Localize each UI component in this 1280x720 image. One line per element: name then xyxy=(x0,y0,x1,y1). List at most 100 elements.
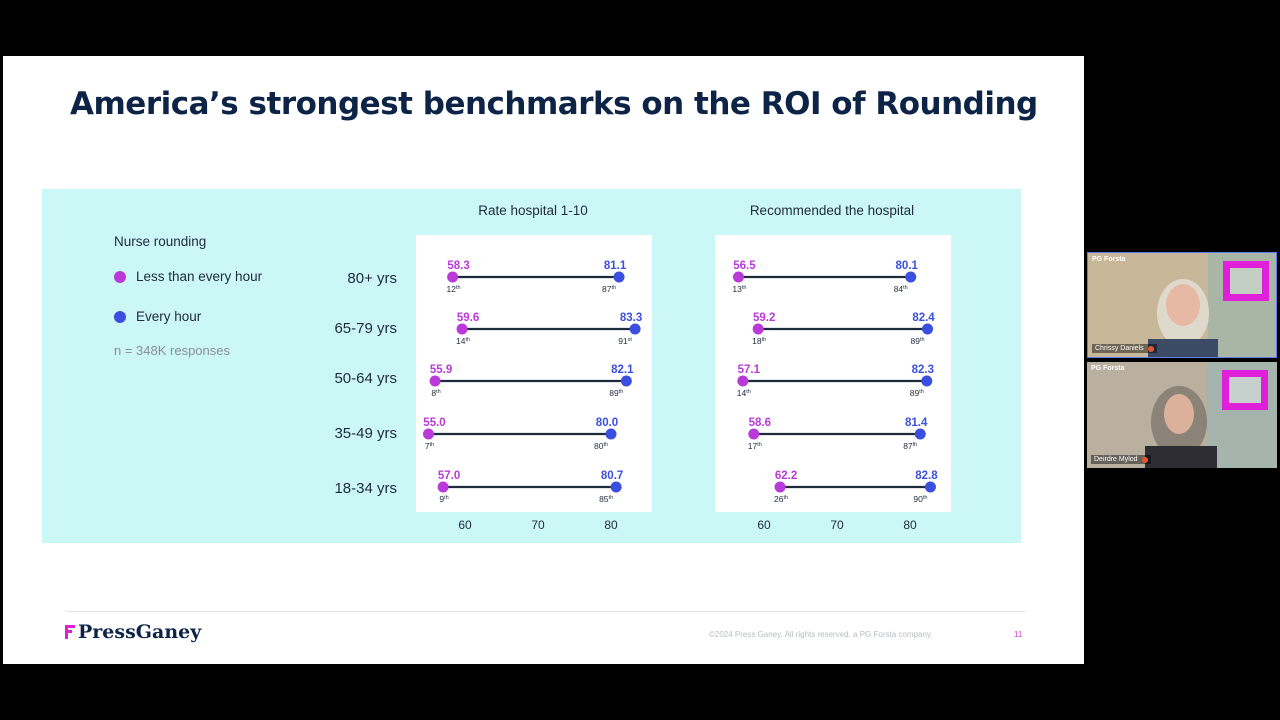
age-label: 18-34 yrs xyxy=(334,480,397,497)
page-number: 11 xyxy=(1014,630,1023,639)
participant-name-tag: Deirdre Mylod xyxy=(1091,455,1151,464)
data-point-low xyxy=(423,428,434,440)
data-point-high xyxy=(924,481,936,493)
value-label-high: 81.1 xyxy=(604,260,627,272)
x-tick-label: 80 xyxy=(604,518,618,532)
value-label-low: 55.9 xyxy=(430,364,452,376)
age-label: 35-49 yrs xyxy=(334,425,397,442)
x-tick-label: 80 xyxy=(903,518,917,532)
data-point-high xyxy=(922,323,934,335)
value-label-low: 59.6 xyxy=(457,312,479,324)
value-label-high: 81.4 xyxy=(905,417,928,429)
copyright-text: ©2024 Press Ganey. All rights reserved. … xyxy=(709,630,933,639)
percentile-label-high: 90th xyxy=(913,494,927,504)
percentile-label-high: 91st xyxy=(618,336,632,346)
value-label-high: 82.3 xyxy=(912,364,934,376)
data-point-high xyxy=(921,375,933,387)
percentile-label-low: 18th xyxy=(752,336,766,346)
participant-name: Chrissy Daniels xyxy=(1095,345,1144,352)
value-label-low: 57.0 xyxy=(438,470,460,482)
participant-brand: PG Forsta xyxy=(1092,256,1126,263)
percentile-label-high: 87th xyxy=(903,441,917,451)
chart-panel: Nurse rounding Less than every hour Ever… xyxy=(42,189,1021,543)
percentile-label-low: 7th xyxy=(425,441,434,451)
percentile-label-high: 89th xyxy=(609,388,623,398)
x-tick-label: 70 xyxy=(531,518,545,532)
footer-divider xyxy=(66,611,1026,612)
x-tick-label: 60 xyxy=(458,518,472,532)
age-label: 50-64 yrs xyxy=(334,370,397,387)
slide-title: America’s strongest benchmarks on the RO… xyxy=(70,86,1038,122)
pressganey-mark-icon xyxy=(65,625,75,639)
legend-item-every-hour: Every hour xyxy=(114,309,201,324)
value-label-low: 55.0 xyxy=(423,417,445,429)
data-point-low xyxy=(732,271,744,283)
percentile-label-low: 26th xyxy=(774,494,788,504)
data-point-low xyxy=(456,323,468,335)
chart-title-rate-hospital: Rate hospital 1-10 xyxy=(478,203,588,218)
data-point-low xyxy=(748,428,760,440)
logo-text: PressGaney xyxy=(78,621,202,643)
video-feed-image xyxy=(1088,253,1276,357)
value-label-high: 82.1 xyxy=(611,364,634,376)
data-point-low xyxy=(447,271,459,283)
pressganey-logo: PressGaney xyxy=(65,621,201,643)
value-label-low: 58.3 xyxy=(447,260,469,272)
percentile-label-high: 85th xyxy=(599,494,613,504)
data-point-high xyxy=(610,481,622,493)
legend-label-high: Every hour xyxy=(136,309,202,324)
microphone-icon xyxy=(1141,456,1148,463)
percentile-label-low: 13th xyxy=(732,284,746,294)
percentile-label-high: 89th xyxy=(910,336,924,346)
data-point-low xyxy=(774,481,786,493)
percentile-label-high: 89th xyxy=(910,388,924,398)
data-point-high xyxy=(629,323,641,335)
video-feed-image xyxy=(1087,362,1277,468)
presentation-slide: America’s strongest benchmarks on the RO… xyxy=(3,56,1084,664)
x-tick-label: 60 xyxy=(757,518,771,532)
legend-item-less-than-hourly: Less than every hour xyxy=(114,269,262,284)
chart-title-recommended: Recommended the hospital xyxy=(749,203,915,218)
microphone-icon xyxy=(1147,345,1154,352)
data-point-high xyxy=(905,271,917,283)
age-label: 65-79 yrs xyxy=(334,320,397,337)
data-point-low xyxy=(429,375,441,387)
value-label-low: 58.6 xyxy=(749,417,771,429)
legend-label-low: Less than every hour xyxy=(136,269,263,284)
data-point-low xyxy=(737,375,749,387)
data-point-high xyxy=(914,428,926,440)
legend-dot-high xyxy=(114,310,126,323)
value-label-high: 82.4 xyxy=(912,312,935,324)
value-label-low: 62.2 xyxy=(775,470,797,482)
legend-dot-low xyxy=(114,270,126,283)
data-point-high xyxy=(605,428,617,440)
participant-video-tile[interactable]: PG Forsta Deirdre Mylod xyxy=(1087,362,1277,468)
age-label: 80+ yrs xyxy=(347,270,397,287)
value-label-low: 57.1 xyxy=(738,364,761,376)
legend-title: Nurse rounding xyxy=(114,234,207,249)
data-point-high xyxy=(613,271,625,283)
value-label-low: 56.5 xyxy=(733,260,756,272)
sample-size-note: n = 348K responses xyxy=(114,343,230,358)
value-label-high: 83.3 xyxy=(620,312,642,324)
value-label-high: 80.0 xyxy=(596,417,618,429)
value-label-high: 82.8 xyxy=(915,470,938,482)
data-point-high xyxy=(620,375,632,387)
percentile-label-high: 84th xyxy=(894,284,908,294)
percentile-label-low: 17th xyxy=(748,441,762,451)
percentile-label-low: 12th xyxy=(447,284,461,294)
participant-name-tag: Chrissy Daniels xyxy=(1092,344,1157,353)
percentile-label-low: 14th xyxy=(456,336,470,346)
participant-name: Deirdre Mylod xyxy=(1094,456,1138,463)
x-tick-label: 70 xyxy=(830,518,844,532)
participant-video-tile[interactable]: PG Forsta Chrissy Daniels xyxy=(1087,252,1277,358)
dumbbell-charts: 60 70 80 58.3 81.1 12th 87th 59.6 83.3 14th 91st 55… xyxy=(423,260,938,532)
percentile-label-high: 87th xyxy=(602,284,616,294)
value-label-high: 80.7 xyxy=(601,470,623,482)
percentile-label-low: 9th xyxy=(439,494,448,504)
data-point-low xyxy=(437,481,449,493)
value-label-low: 59.2 xyxy=(753,312,775,324)
participant-brand: PG Forsta xyxy=(1091,365,1125,372)
percentile-label-low: 8th xyxy=(431,388,440,398)
data-point-low xyxy=(752,323,764,335)
